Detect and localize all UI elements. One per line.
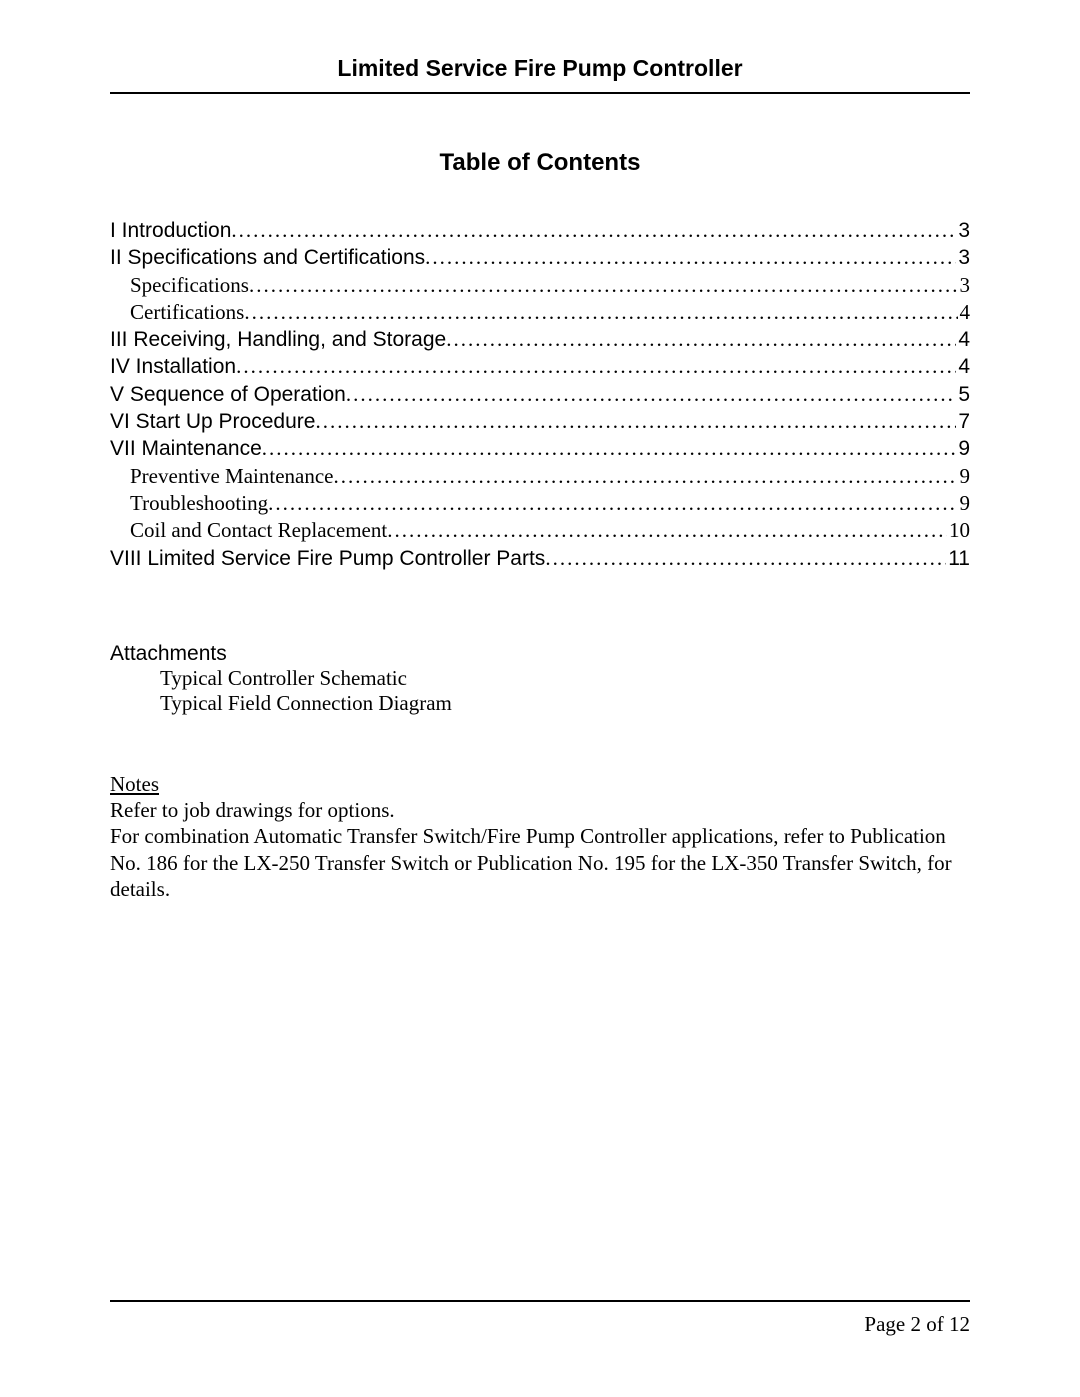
toc-entry-page: 4 xyxy=(958,299,971,326)
toc-leader-dots xyxy=(268,490,957,517)
toc-row: IV Installation 4 xyxy=(110,353,970,380)
page-footer: Page 2 of 12 xyxy=(110,1300,970,1337)
attachments-item: Typical Controller Schematic xyxy=(110,666,970,691)
toc-entry-label: VIII Limited Service Fire Pump Controlle… xyxy=(110,545,545,572)
toc-leader-dots xyxy=(236,353,956,380)
header-rule xyxy=(110,92,970,94)
toc-leader-dots xyxy=(387,517,947,544)
table-of-contents: I Introduction 3II Specifications and Ce… xyxy=(110,217,970,572)
toc-row: Certifications 4 xyxy=(110,299,970,326)
toc-row: VIII Limited Service Fire Pump Controlle… xyxy=(110,545,970,572)
toc-row: Coil and Contact Replacement 10 xyxy=(110,517,970,544)
notes-section: Notes Refer to job drawings for options.… xyxy=(110,771,970,902)
toc-entry-label: VII Maintenance xyxy=(110,435,262,462)
toc-entry-label: Certifications xyxy=(110,299,244,326)
toc-leader-dots xyxy=(244,299,957,326)
toc-entry-page: 4 xyxy=(956,353,970,380)
toc-leader-dots xyxy=(334,463,958,490)
toc-leader-dots xyxy=(446,326,956,353)
toc-leader-dots xyxy=(425,244,956,271)
toc-row: I Introduction 3 xyxy=(110,217,970,244)
toc-title: Table of Contents xyxy=(110,149,970,177)
toc-entry-page: 3 xyxy=(956,217,970,244)
toc-entry-label: Specifications xyxy=(110,272,249,299)
toc-row: III Receiving, Handling, and Storage 4 xyxy=(110,326,970,353)
attachments-list: Typical Controller SchematicTypical Fiel… xyxy=(110,666,970,716)
footer-rule xyxy=(110,1300,970,1302)
toc-row: Troubleshooting 9 xyxy=(110,490,970,517)
toc-entry-page: 3 xyxy=(958,272,971,299)
toc-entry-page: 4 xyxy=(956,326,970,353)
toc-entry-label: Preventive Maintenance xyxy=(110,463,334,490)
toc-leader-dots xyxy=(249,272,958,299)
attachments-heading: Attachments xyxy=(110,642,970,666)
toc-row: VII Maintenance 9 xyxy=(110,435,970,462)
toc-entry-page: 11 xyxy=(946,545,970,572)
document-page: Limited Service Fire Pump Controller Tab… xyxy=(0,0,1080,1397)
notes-line: Refer to job drawings for options. xyxy=(110,797,970,823)
toc-leader-dots xyxy=(231,217,956,244)
attachments-item: Typical Field Connection Diagram xyxy=(110,691,970,716)
toc-entry-page: 7 xyxy=(956,408,970,435)
toc-leader-dots xyxy=(545,545,946,572)
toc-entry-label: IV Installation xyxy=(110,353,236,380)
toc-entry-label: V Sequence of Operation xyxy=(110,381,346,408)
toc-entry-label: VI Start Up Procedure xyxy=(110,408,315,435)
toc-entry-page: 3 xyxy=(956,244,970,271)
toc-row: II Specifications and Certifications 3 xyxy=(110,244,970,271)
toc-row: VI Start Up Procedure 7 xyxy=(110,408,970,435)
toc-entry-page: 10 xyxy=(947,517,970,544)
toc-leader-dots xyxy=(346,381,956,408)
toc-entry-label: Troubleshooting xyxy=(110,490,268,517)
attachments-section: Attachments Typical Controller Schematic… xyxy=(110,642,970,716)
toc-entry-page: 9 xyxy=(958,463,971,490)
toc-entry-label: Coil and Contact Replacement xyxy=(110,517,387,544)
document-header-title: Limited Service Fire Pump Controller xyxy=(110,55,970,82)
notes-body: Refer to job drawings for options.For co… xyxy=(110,797,970,902)
toc-row: Specifications 3 xyxy=(110,272,970,299)
toc-entry-label: II Specifications and Certifications xyxy=(110,244,425,271)
toc-row: V Sequence of Operation 5 xyxy=(110,381,970,408)
toc-entry-label: III Receiving, Handling, and Storage xyxy=(110,326,446,353)
toc-row: Preventive Maintenance 9 xyxy=(110,463,970,490)
toc-entry-page: 9 xyxy=(956,435,970,462)
toc-leader-dots xyxy=(315,408,956,435)
toc-entry-page: 9 xyxy=(958,490,971,517)
toc-entry-label: I Introduction xyxy=(110,217,231,244)
toc-leader-dots xyxy=(262,435,957,462)
notes-line: For combination Automatic Transfer Switc… xyxy=(110,823,970,902)
toc-entry-page: 5 xyxy=(956,381,970,408)
notes-heading: Notes xyxy=(110,771,970,797)
footer-page-number: Page 2 of 12 xyxy=(110,1312,970,1337)
